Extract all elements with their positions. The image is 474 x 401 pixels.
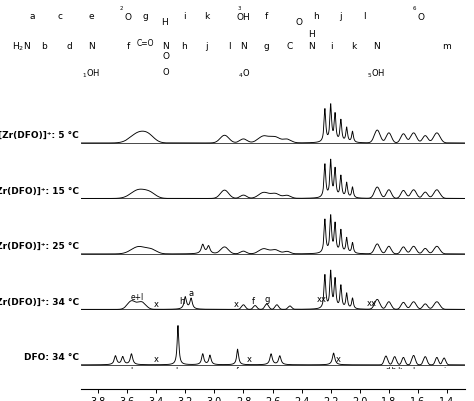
Text: g: g [273, 367, 278, 375]
Text: c: c [430, 367, 435, 375]
Text: N: N [309, 42, 315, 51]
Text: h: h [180, 297, 185, 306]
Text: [Zr(DFO)]⁺: 25 °C: [Zr(DFO)]⁺: 25 °C [0, 242, 79, 251]
Text: DFO: 34 °C: DFO: 34 °C [24, 352, 79, 361]
Text: h: h [181, 42, 187, 51]
Text: j: j [443, 367, 445, 375]
Text: $^2$: $^2$ [119, 6, 125, 15]
Text: h: h [314, 12, 319, 20]
Text: x: x [234, 299, 239, 308]
Text: l: l [412, 367, 415, 375]
Text: h: h [175, 367, 181, 375]
Text: C: C [287, 42, 293, 51]
Text: $_4$O: $_4$O [238, 67, 250, 80]
Text: N: N [88, 42, 94, 51]
Text: g: g [142, 12, 148, 20]
Text: ppm: ppm [467, 399, 474, 401]
Text: [Zr(DFO)]⁺: 15 °C: [Zr(DFO)]⁺: 15 °C [0, 186, 79, 195]
Text: d,b,k: d,b,k [386, 367, 403, 373]
Text: O: O [295, 18, 302, 27]
Text: l: l [130, 367, 133, 375]
Text: l: l [228, 42, 230, 51]
Text: O: O [163, 68, 169, 77]
Text: x: x [154, 354, 159, 363]
Text: x: x [336, 354, 340, 363]
Text: a: a [205, 367, 210, 375]
Text: g: g [264, 294, 269, 303]
Text: xx: xx [366, 298, 376, 307]
Text: H: H [309, 30, 315, 39]
Text: f: f [127, 42, 129, 51]
Text: d: d [66, 42, 72, 51]
Text: O: O [162, 52, 169, 61]
Text: c: c [57, 12, 63, 20]
Text: $^6$: $^6$ [412, 6, 418, 15]
Text: l: l [363, 12, 365, 20]
Text: $_5$OH: $_5$OH [367, 67, 385, 80]
Text: $^3$: $^3$ [237, 6, 242, 15]
Text: f: f [264, 12, 267, 20]
Text: m: m [330, 367, 337, 375]
Text: N: N [240, 42, 247, 51]
Text: $_1$OH: $_1$OH [82, 67, 100, 80]
Text: H: H [161, 18, 168, 27]
Text: j: j [205, 42, 208, 51]
Text: f: f [252, 297, 255, 306]
Text: H$_2$N: H$_2$N [12, 40, 31, 53]
Text: a: a [189, 288, 194, 297]
Text: N: N [373, 42, 380, 51]
Text: O: O [417, 13, 424, 22]
Text: x: x [154, 299, 159, 308]
Text: e: e [88, 12, 94, 20]
Text: x: x [247, 354, 252, 363]
Text: e: e [113, 367, 118, 375]
Text: i: i [330, 42, 332, 51]
Text: O: O [125, 13, 131, 22]
Text: OH: OH [237, 13, 251, 22]
Text: f: f [236, 367, 239, 375]
Text: e+l: e+l [131, 292, 144, 301]
Text: a: a [29, 12, 35, 20]
Text: j: j [339, 12, 342, 20]
Text: m: m [442, 42, 450, 51]
Text: N: N [162, 42, 169, 51]
Text: k: k [204, 12, 210, 20]
Text: i: i [183, 12, 185, 20]
Text: [Zr(DFO)]⁺: 34 °C: [Zr(DFO)]⁺: 34 °C [0, 297, 79, 306]
Text: b: b [41, 42, 47, 51]
Text: [Zr(DFO)]⁺: 5 °C: [Zr(DFO)]⁺: 5 °C [0, 131, 79, 140]
Text: xx: xx [317, 294, 327, 303]
Text: k: k [351, 42, 356, 51]
Text: C=O: C=O [136, 39, 154, 48]
Text: g: g [263, 42, 269, 51]
